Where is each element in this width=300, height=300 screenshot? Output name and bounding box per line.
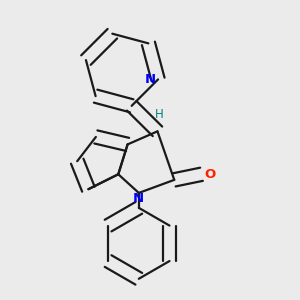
Text: H: H [155,108,164,121]
Text: N: N [133,192,144,206]
Text: O: O [204,168,215,181]
Text: N: N [144,73,155,86]
